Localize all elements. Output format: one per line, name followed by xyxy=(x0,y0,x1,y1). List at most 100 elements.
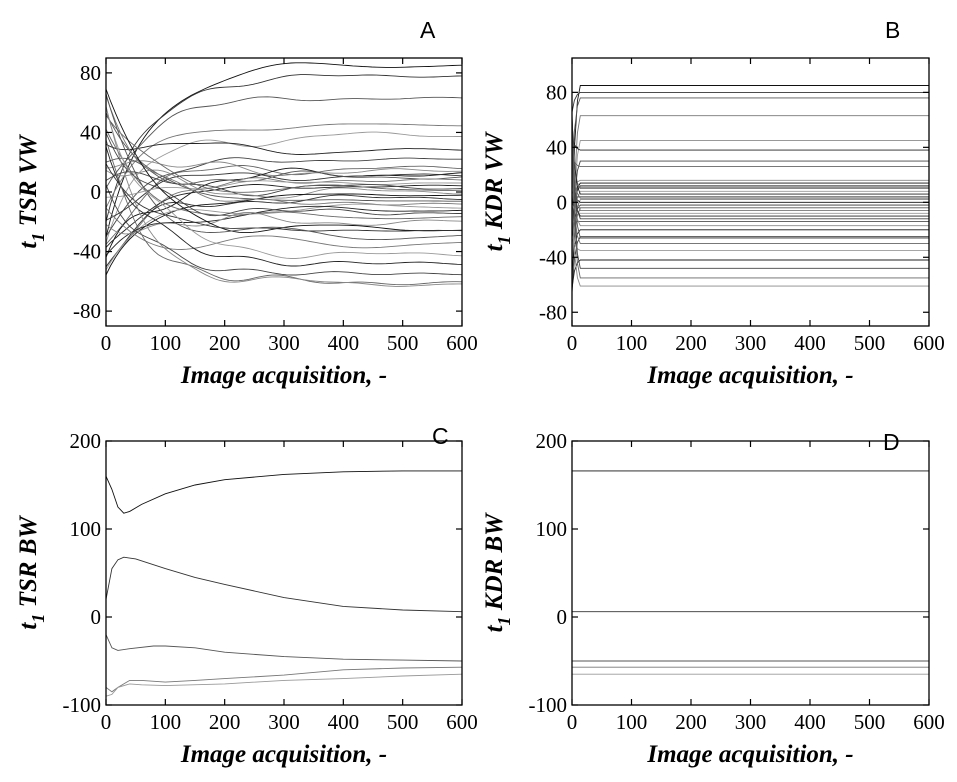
series-line-5 xyxy=(105,673,463,697)
x-tick-label: 600 xyxy=(913,710,945,734)
series-line-18 xyxy=(105,169,463,199)
x-tick-label: 100 xyxy=(616,710,648,734)
x-axis-label: Image acquisition, - xyxy=(180,362,387,389)
plot-frame xyxy=(571,440,930,706)
series-line-14 xyxy=(105,180,462,198)
x-axis-label: Image acquisition, - xyxy=(646,362,853,389)
y-tick-label: 100 xyxy=(536,517,568,541)
series-line-3 xyxy=(105,634,463,662)
series-line-32 xyxy=(105,106,463,259)
series-line-33 xyxy=(571,259,929,289)
x-tick-label: 300 xyxy=(735,710,767,734)
series-line-33 xyxy=(105,146,463,267)
series-line-34 xyxy=(571,121,929,269)
series-line-22 xyxy=(105,95,463,206)
series-line-12 xyxy=(105,157,463,185)
y-axis-label: t1 TSR BW xyxy=(15,515,48,630)
series-line-28 xyxy=(571,229,929,273)
chart-panel-a: 0 100 200 300 400 500 600 -80 -40 0 40 80 Image acqu… xyxy=(15,57,478,389)
x-tick-label: 0 xyxy=(101,331,112,355)
x-tick-label: 100 xyxy=(150,331,182,355)
y-tick-label: -100 xyxy=(529,693,568,717)
x-tick-label: 100 xyxy=(150,710,182,734)
y-tick-label: 100 xyxy=(70,517,102,541)
y-axis-label-subscript: 1 xyxy=(494,235,514,244)
y-axis-label-rest: KDR VW xyxy=(481,131,508,236)
x-tick-label: 200 xyxy=(209,710,241,734)
series-line-4 xyxy=(105,666,463,693)
y-axis-label-main: t xyxy=(481,624,508,632)
panel-letter-b: B xyxy=(885,17,900,43)
series-group xyxy=(105,62,463,287)
x-axis-label: Image acquisition, - xyxy=(180,741,387,768)
series-line-7 xyxy=(571,160,929,258)
series-line-1 xyxy=(571,85,929,244)
series-line-4 xyxy=(105,123,462,208)
x-tick-label: 600 xyxy=(913,331,945,355)
x-tick-label: 400 xyxy=(328,331,360,355)
series-line-35 xyxy=(105,139,463,286)
x-tick-label: 600 xyxy=(446,710,478,734)
series-line-3 xyxy=(571,97,929,181)
y-tick-label: 0 xyxy=(557,605,568,629)
series-line-25 xyxy=(105,132,462,217)
y-axis-label-subscript: 1 xyxy=(28,233,48,242)
series-line-29 xyxy=(571,236,929,293)
y-axis-label: t1 KDR VW xyxy=(481,131,514,252)
series-group xyxy=(572,470,929,675)
series-line-35 xyxy=(571,130,929,279)
y-tick-label: 40 xyxy=(80,120,101,144)
series-line-17 xyxy=(105,115,463,193)
panel-letter-a: A xyxy=(420,17,436,43)
series-line-9 xyxy=(571,179,929,196)
plot-frame xyxy=(105,440,463,706)
x-tick-label: 300 xyxy=(268,710,300,734)
y-tick-label: 200 xyxy=(70,429,102,453)
series-line-2 xyxy=(105,556,463,613)
series-line-11 xyxy=(571,185,929,233)
series-line-36 xyxy=(105,106,462,287)
y-tick-label: 0 xyxy=(91,605,102,629)
y-tick-label: 80 xyxy=(80,61,101,85)
series-line-6 xyxy=(105,142,463,155)
series-line-23 xyxy=(571,204,929,214)
x-tick-label: 500 xyxy=(387,710,419,734)
series-line-2 xyxy=(571,91,929,113)
chart-panel-b: 0 100 200 300 400 500 600 -80 -40 0 40 80 Image acqu… xyxy=(481,57,945,389)
y-tick-label: 0 xyxy=(91,180,102,204)
series-line-30 xyxy=(105,93,463,241)
y-axis-label-subscript: 1 xyxy=(494,616,514,625)
y-axis-label: t1 KDR BW xyxy=(481,512,514,633)
y-axis-label: t1 TSR VW xyxy=(15,134,48,249)
y-tick-label: -80 xyxy=(539,300,567,324)
x-tick-label: 500 xyxy=(854,710,886,734)
x-tick-label: 300 xyxy=(735,331,767,355)
y-tick-label: 40 xyxy=(546,135,567,159)
x-tick-label: 100 xyxy=(616,331,648,355)
series-line-14 xyxy=(571,190,929,259)
panel-letter-d: D xyxy=(883,429,900,455)
x-tick-label: 400 xyxy=(794,331,826,355)
series-line-31 xyxy=(105,207,463,250)
series-line-5 xyxy=(105,131,462,243)
x-tick-label: 400 xyxy=(794,710,826,734)
series-line-21 xyxy=(105,112,462,202)
y-axis-label-rest: TSR VW xyxy=(15,134,42,233)
series-line-36 xyxy=(571,200,929,287)
series-line-27 xyxy=(105,211,463,235)
y-axis-label-main: t xyxy=(15,622,42,630)
y-tick-label: -40 xyxy=(539,245,567,269)
series-line-10 xyxy=(105,167,463,258)
series-line-16 xyxy=(105,171,463,197)
series-line-3 xyxy=(105,96,463,189)
series-line-30 xyxy=(571,113,929,239)
series-line-26 xyxy=(105,128,463,220)
x-tick-label: 500 xyxy=(387,331,419,355)
x-tick-label: 200 xyxy=(209,331,241,355)
panel-letter-c: C xyxy=(432,423,449,449)
y-axis-label-main: t xyxy=(481,243,508,251)
x-axis-label: Image acquisition, - xyxy=(646,741,853,768)
y-axis-label-rest: TSR BW xyxy=(15,515,42,614)
